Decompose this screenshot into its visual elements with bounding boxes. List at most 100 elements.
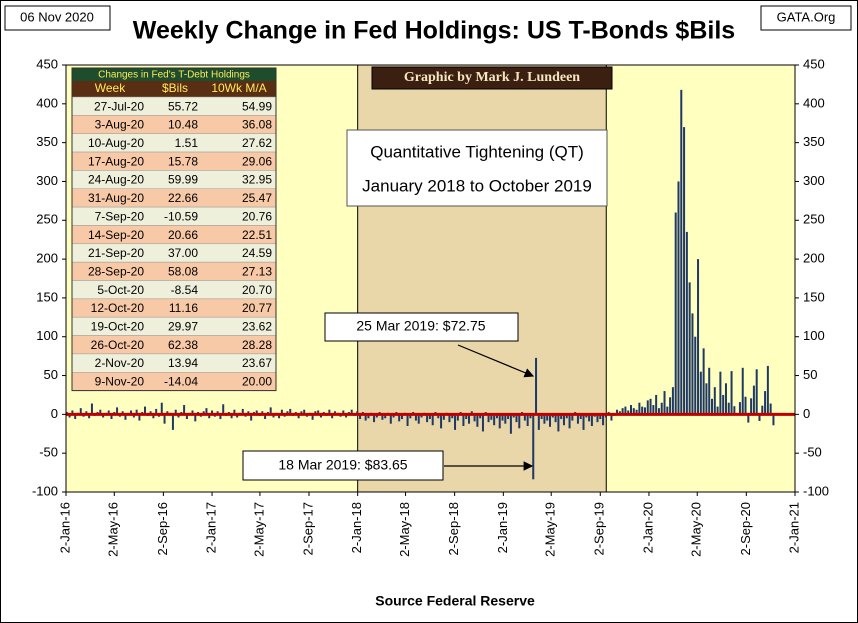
table-header: 10Wk M/A <box>211 81 266 95</box>
table-cell: 58.08 <box>168 264 198 278</box>
y2-tick-label: -50 <box>803 445 822 460</box>
bar <box>420 414 423 418</box>
bar <box>331 414 334 419</box>
bar <box>618 411 621 415</box>
bar <box>493 414 496 426</box>
bar <box>549 414 552 427</box>
table-cell: 32.95 <box>242 173 272 187</box>
bar <box>699 371 702 415</box>
bar <box>585 414 588 418</box>
bar <box>632 408 635 415</box>
chart-title: Weekly Change in Fed Holdings: US T-Bond… <box>133 17 735 45</box>
bar <box>102 414 105 418</box>
bar <box>300 411 303 415</box>
y2-tick-label: 350 <box>803 134 825 149</box>
bar <box>389 414 392 424</box>
bar <box>269 407 272 415</box>
bar <box>724 383 727 415</box>
y-tick-label: -50 <box>39 445 58 460</box>
bar <box>543 414 546 424</box>
x-tick-label: 2-May-18 <box>397 502 412 557</box>
qt-text: January 2018 to October 2019 <box>362 176 592 195</box>
bar <box>208 414 211 419</box>
table-cell: 20.76 <box>242 209 272 223</box>
bar <box>85 411 88 415</box>
bar <box>171 414 174 430</box>
annotation-box <box>324 312 519 342</box>
bar <box>155 408 158 415</box>
bar <box>557 414 560 432</box>
y-tick-label: 400 <box>36 95 58 110</box>
bar <box>769 403 772 415</box>
bar <box>596 414 599 423</box>
bar <box>375 414 378 418</box>
bar <box>599 414 602 420</box>
table-cell: -14.04 <box>164 375 198 389</box>
bar <box>565 414 568 419</box>
bar <box>90 403 93 415</box>
bar <box>588 414 591 422</box>
bar <box>568 414 571 429</box>
y2-tick-label: 200 <box>803 251 825 266</box>
bar <box>716 406 719 415</box>
x-tick-label: 2-Jan-20 <box>640 502 655 553</box>
bar <box>504 414 507 424</box>
bar <box>149 411 152 415</box>
bar <box>317 410 320 415</box>
annotation-box <box>242 450 444 481</box>
table-cell: 25.47 <box>242 191 272 205</box>
bar <box>451 414 454 419</box>
y2-tick-label: 400 <box>803 95 825 110</box>
table-cell: 20.00 <box>242 375 272 389</box>
bar <box>409 414 412 419</box>
bar <box>426 414 429 423</box>
bar <box>487 414 490 423</box>
bar <box>135 409 138 415</box>
bar <box>431 414 434 426</box>
x-tick-label: 2-May-19 <box>543 502 558 557</box>
bar <box>222 404 225 415</box>
bar <box>722 394 725 415</box>
bar <box>350 409 353 415</box>
bar <box>674 212 677 415</box>
bar <box>551 414 554 418</box>
bar <box>747 414 750 423</box>
bar <box>621 408 624 415</box>
bar <box>705 383 708 415</box>
table-cell: 7-Sep-20 <box>95 209 145 223</box>
table-cell: 10.48 <box>168 118 198 132</box>
bar <box>110 414 113 420</box>
x-tick-label: 2-Sep-16 <box>155 502 170 555</box>
table-border <box>71 67 277 392</box>
bar <box>711 398 714 415</box>
bar <box>630 405 633 415</box>
bar <box>230 414 233 419</box>
bar <box>247 411 250 415</box>
table-cell: 55.72 <box>168 99 198 113</box>
x-tick-label: 2-Sep-18 <box>446 502 461 555</box>
source-box <box>760 5 852 31</box>
bar <box>216 411 219 415</box>
bar <box>641 406 644 415</box>
bar <box>194 414 197 422</box>
table-cell: 11.16 <box>169 301 198 315</box>
x-tick-label: 2-Sep-17 <box>300 502 315 555</box>
bar <box>255 410 258 415</box>
x-tick-label: 2-Jan-17 <box>203 502 218 553</box>
bar <box>495 414 498 419</box>
bar <box>652 405 655 415</box>
table-header: $Bils <box>162 81 188 95</box>
bar <box>297 414 300 419</box>
bar <box>311 414 314 420</box>
bar <box>708 367 711 415</box>
table-cell: 17-Aug-20 <box>88 154 144 168</box>
table-cell: 1.51 <box>175 136 199 150</box>
bar <box>166 411 169 415</box>
bar <box>602 414 605 426</box>
bar <box>356 411 359 415</box>
table-cell: 10-Aug-20 <box>88 136 144 150</box>
bar <box>177 414 180 418</box>
bar <box>250 414 253 421</box>
bar <box>71 410 74 415</box>
